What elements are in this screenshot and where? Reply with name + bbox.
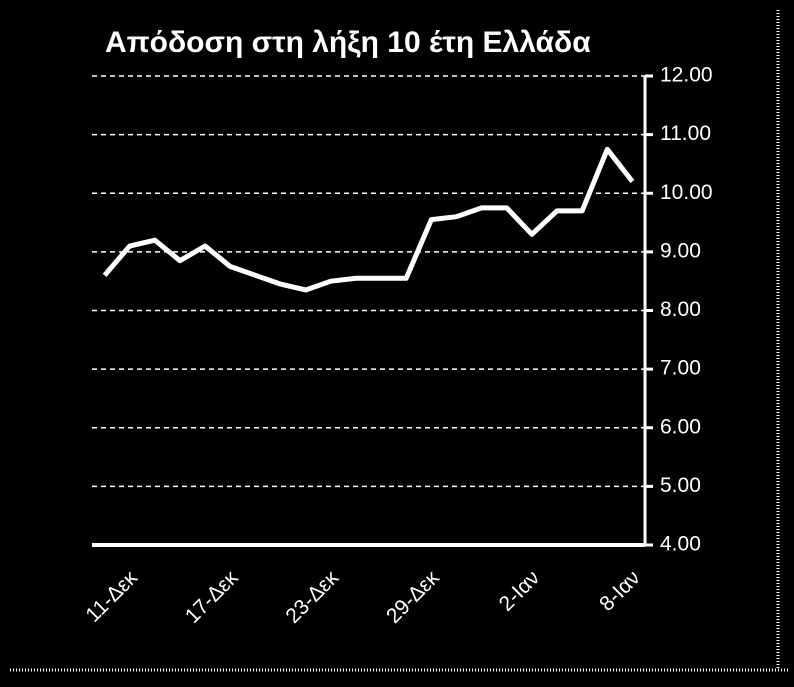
x-tick-label: 23-Δεκ (281, 566, 343, 628)
x-tick-label: 17-Δεκ (181, 566, 243, 628)
y-tick-label: 12.00 (660, 64, 713, 87)
x-tick-label: 29-Δεκ (382, 566, 444, 628)
y-tick-label: 11.00 (660, 122, 711, 145)
chart-title: Απόδοση στη λήξη 10 έτη Ελλάδα (105, 26, 591, 59)
y-tick-label: 5.00 (660, 474, 701, 497)
y-tick-label: 7.00 (660, 357, 701, 380)
x-tick-label: 8-Ιαν (595, 566, 645, 616)
y-tick-label: 8.00 (660, 298, 701, 321)
y-tick-label: 6.00 (660, 415, 701, 438)
y-tick-label: 9.00 (660, 239, 701, 262)
y-tick-label: 4.00 (660, 533, 701, 556)
line (102, 146, 635, 293)
y-tick-label: 10.00 (660, 181, 713, 204)
x-tick-label: 2-Ιαν (495, 566, 545, 616)
x-tick-label: 11-Δεκ (81, 566, 142, 627)
